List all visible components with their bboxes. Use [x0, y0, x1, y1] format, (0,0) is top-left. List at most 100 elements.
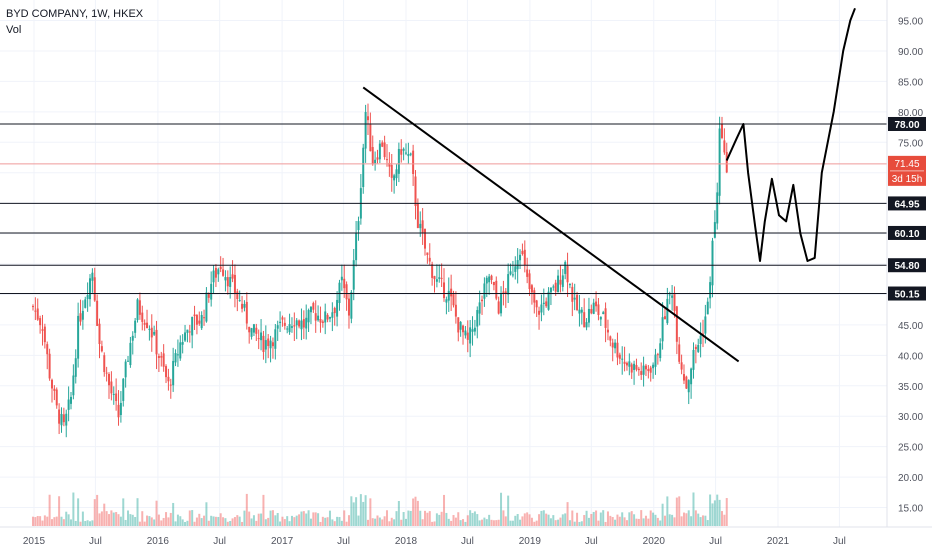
candle-body [452, 294, 455, 306]
volume-bar [319, 521, 322, 526]
volume-bar [129, 514, 132, 526]
volume-bar [250, 518, 253, 526]
candle-body [497, 301, 500, 314]
volume-bar [559, 517, 562, 526]
volume-bar [526, 512, 529, 526]
projection-drawing[interactable] [725, 7, 856, 262]
candle-body [371, 147, 374, 165]
trendline[interactable] [362, 86, 740, 363]
volume-bar [516, 514, 519, 526]
volume-bar [124, 519, 127, 526]
candle-body [530, 285, 533, 293]
candle-body [162, 353, 165, 367]
volume-bar [500, 492, 503, 526]
volume-bar [599, 512, 602, 526]
volume-bar [609, 515, 612, 526]
volume-bar [654, 514, 657, 526]
candle-body [55, 389, 58, 406]
volume-bar [131, 514, 134, 526]
volume-bar [241, 521, 244, 526]
volume-bar [694, 510, 697, 526]
volume-bar [416, 500, 419, 526]
volume-bar [697, 513, 700, 526]
volume-bar [127, 510, 130, 526]
candle-body [424, 228, 427, 249]
volume-bar [671, 514, 674, 526]
volume-bar [590, 513, 593, 526]
candle-body [134, 320, 137, 333]
candle-body [65, 413, 68, 426]
candle-body [262, 335, 265, 353]
candle-body [331, 312, 334, 318]
candle-body [50, 379, 53, 389]
candle-body [694, 346, 697, 350]
volume-bar [138, 521, 141, 526]
volume-bar [668, 514, 671, 526]
candle-body [507, 274, 510, 295]
volume-bar [274, 515, 277, 526]
candle-body [661, 317, 664, 342]
candle-body [440, 277, 443, 279]
price-level-label: 54.80 [894, 261, 919, 272]
candle-body [644, 365, 647, 370]
candle-body [350, 292, 353, 319]
x-tick-label: Jul [337, 536, 350, 547]
candle-body [122, 378, 125, 401]
volume-bar [260, 513, 263, 526]
volume-bar [290, 515, 293, 526]
volume-bar [554, 520, 557, 526]
candle-body [678, 344, 681, 362]
volume-bar [514, 515, 517, 526]
candle-body [96, 300, 99, 326]
candle-body [138, 300, 141, 315]
y-tick-label: 80.00 [898, 108, 923, 119]
candle-body [545, 301, 548, 307]
candle-body [435, 279, 438, 282]
volume-bar [504, 516, 507, 526]
volume-bar [112, 512, 115, 526]
volume-bar [457, 512, 460, 526]
volume-bar [450, 520, 453, 526]
volume-bar [462, 519, 465, 526]
candle-body [559, 279, 562, 285]
y-tick-label: 20.00 [898, 473, 923, 484]
volume-bar [41, 520, 44, 526]
volume-bar [157, 514, 160, 526]
candle-body [592, 302, 595, 314]
volume-bar [226, 521, 229, 526]
candle-body [31, 306, 34, 308]
candle-body [195, 315, 198, 325]
volume-bar [357, 515, 360, 526]
candle-body [36, 308, 39, 320]
candle-body [271, 342, 274, 347]
candle-body [526, 269, 529, 277]
candle-body [538, 310, 541, 315]
volume-bar [283, 519, 286, 526]
candle-body [720, 124, 723, 138]
candle-body [352, 260, 355, 290]
volume-bar [222, 517, 225, 526]
volume-bar [165, 512, 168, 526]
volume-bar [685, 513, 688, 526]
candle-body [146, 322, 149, 329]
volume-bar [426, 512, 429, 526]
volume-bar [473, 511, 476, 526]
volume-bar [267, 517, 270, 526]
volume-bar [55, 516, 58, 526]
volume-bar [592, 511, 595, 526]
candle-body [671, 295, 674, 298]
candle-body [84, 299, 87, 308]
x-tick-label: 2016 [147, 536, 170, 547]
candle-body [623, 361, 626, 364]
candle-body [635, 365, 638, 370]
candle-body [478, 302, 481, 314]
candle-body [405, 152, 407, 154]
candle-body [511, 274, 514, 276]
volume-bar [352, 502, 355, 526]
volume-bar [224, 518, 227, 526]
candle-body [376, 157, 379, 160]
candle-body [93, 277, 96, 301]
volume-bar [191, 510, 194, 526]
